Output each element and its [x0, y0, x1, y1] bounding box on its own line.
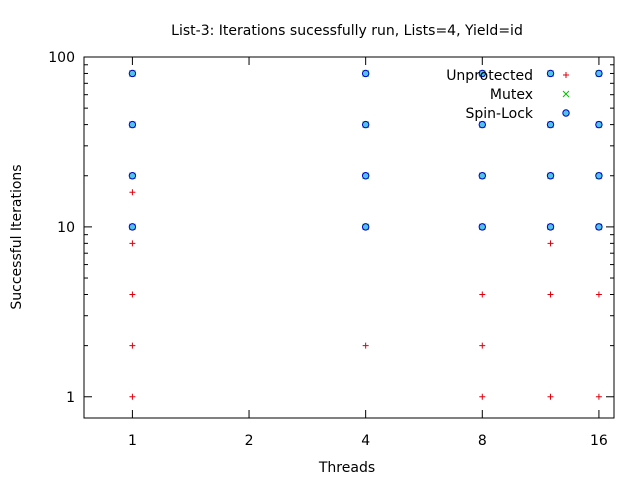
unprotected-point [129, 342, 136, 349]
chart-title: List-3: Iterations sucessfully run, List… [171, 23, 523, 39]
spin-lock-point [546, 120, 555, 129]
unprotected-point [129, 291, 136, 298]
plot-frame [83, 56, 615, 419]
spin-lock-point [128, 120, 137, 129]
legend-label-unprotected: Unprotected [446, 68, 533, 84]
legend-label-mutex: Mutex [490, 87, 533, 103]
spin-lock-point [546, 69, 555, 78]
y-tick-label: 100 [48, 50, 75, 66]
spin-lock-point [128, 69, 137, 78]
unprotected-point [479, 393, 486, 400]
y-tick-label: 1 [66, 390, 75, 406]
unprotected-point [595, 291, 602, 298]
unprotected-point [362, 342, 369, 349]
unprotected-point [547, 240, 554, 247]
y-axis-label: Successful Iterations [9, 164, 25, 309]
x-tick-label: 2 [245, 433, 254, 449]
unprotected-point [129, 393, 136, 400]
unprotected-point [479, 342, 486, 349]
spin-lock-point [478, 172, 486, 180]
spin-lock-point [478, 69, 486, 78]
legend: Unprotected Mutex Spin-Lock [446, 68, 570, 122]
spin-lock-point [546, 172, 555, 180]
spin-lock-point [595, 172, 603, 180]
spin-lock-point [361, 69, 370, 78]
unprotected-point [129, 189, 136, 196]
spin-lock-point [595, 120, 603, 129]
unprotected-point [129, 240, 136, 247]
spin-lock-point [361, 223, 370, 231]
unprotected-point [595, 393, 602, 400]
spin-lock-point [128, 223, 137, 231]
x-axis: 1 2 4 8 16 [128, 57, 608, 449]
spin-lock-point [478, 223, 486, 231]
legend-marker-spin-lock [562, 109, 570, 117]
y-tick-label: 10 [57, 220, 75, 236]
unprotected-point [547, 291, 554, 298]
x-axis-label: Threads [318, 460, 375, 476]
spin-lock-point [546, 223, 555, 231]
spin-lock-point [361, 120, 370, 129]
x-tick-label: 4 [361, 433, 370, 449]
unprotected-point [547, 393, 554, 400]
legend-label-spin-lock: Spin-Lock [465, 106, 533, 122]
x-tick-label: 1 [128, 433, 137, 449]
x-tick-label: 8 [478, 433, 487, 449]
legend-marker-unprotected [563, 72, 569, 78]
unprotected-point [479, 291, 486, 298]
x-tick-label: 16 [590, 433, 608, 449]
spin-lock-point [128, 172, 137, 180]
data-points [128, 69, 603, 400]
spin-lock-point [595, 69, 603, 78]
spin-lock-point [361, 172, 370, 180]
y-axis: 1 10 100 [48, 50, 614, 406]
legend-marker-mutex [562, 90, 570, 98]
spin-lock-point [478, 120, 486, 129]
spin-lock-point [595, 223, 603, 231]
